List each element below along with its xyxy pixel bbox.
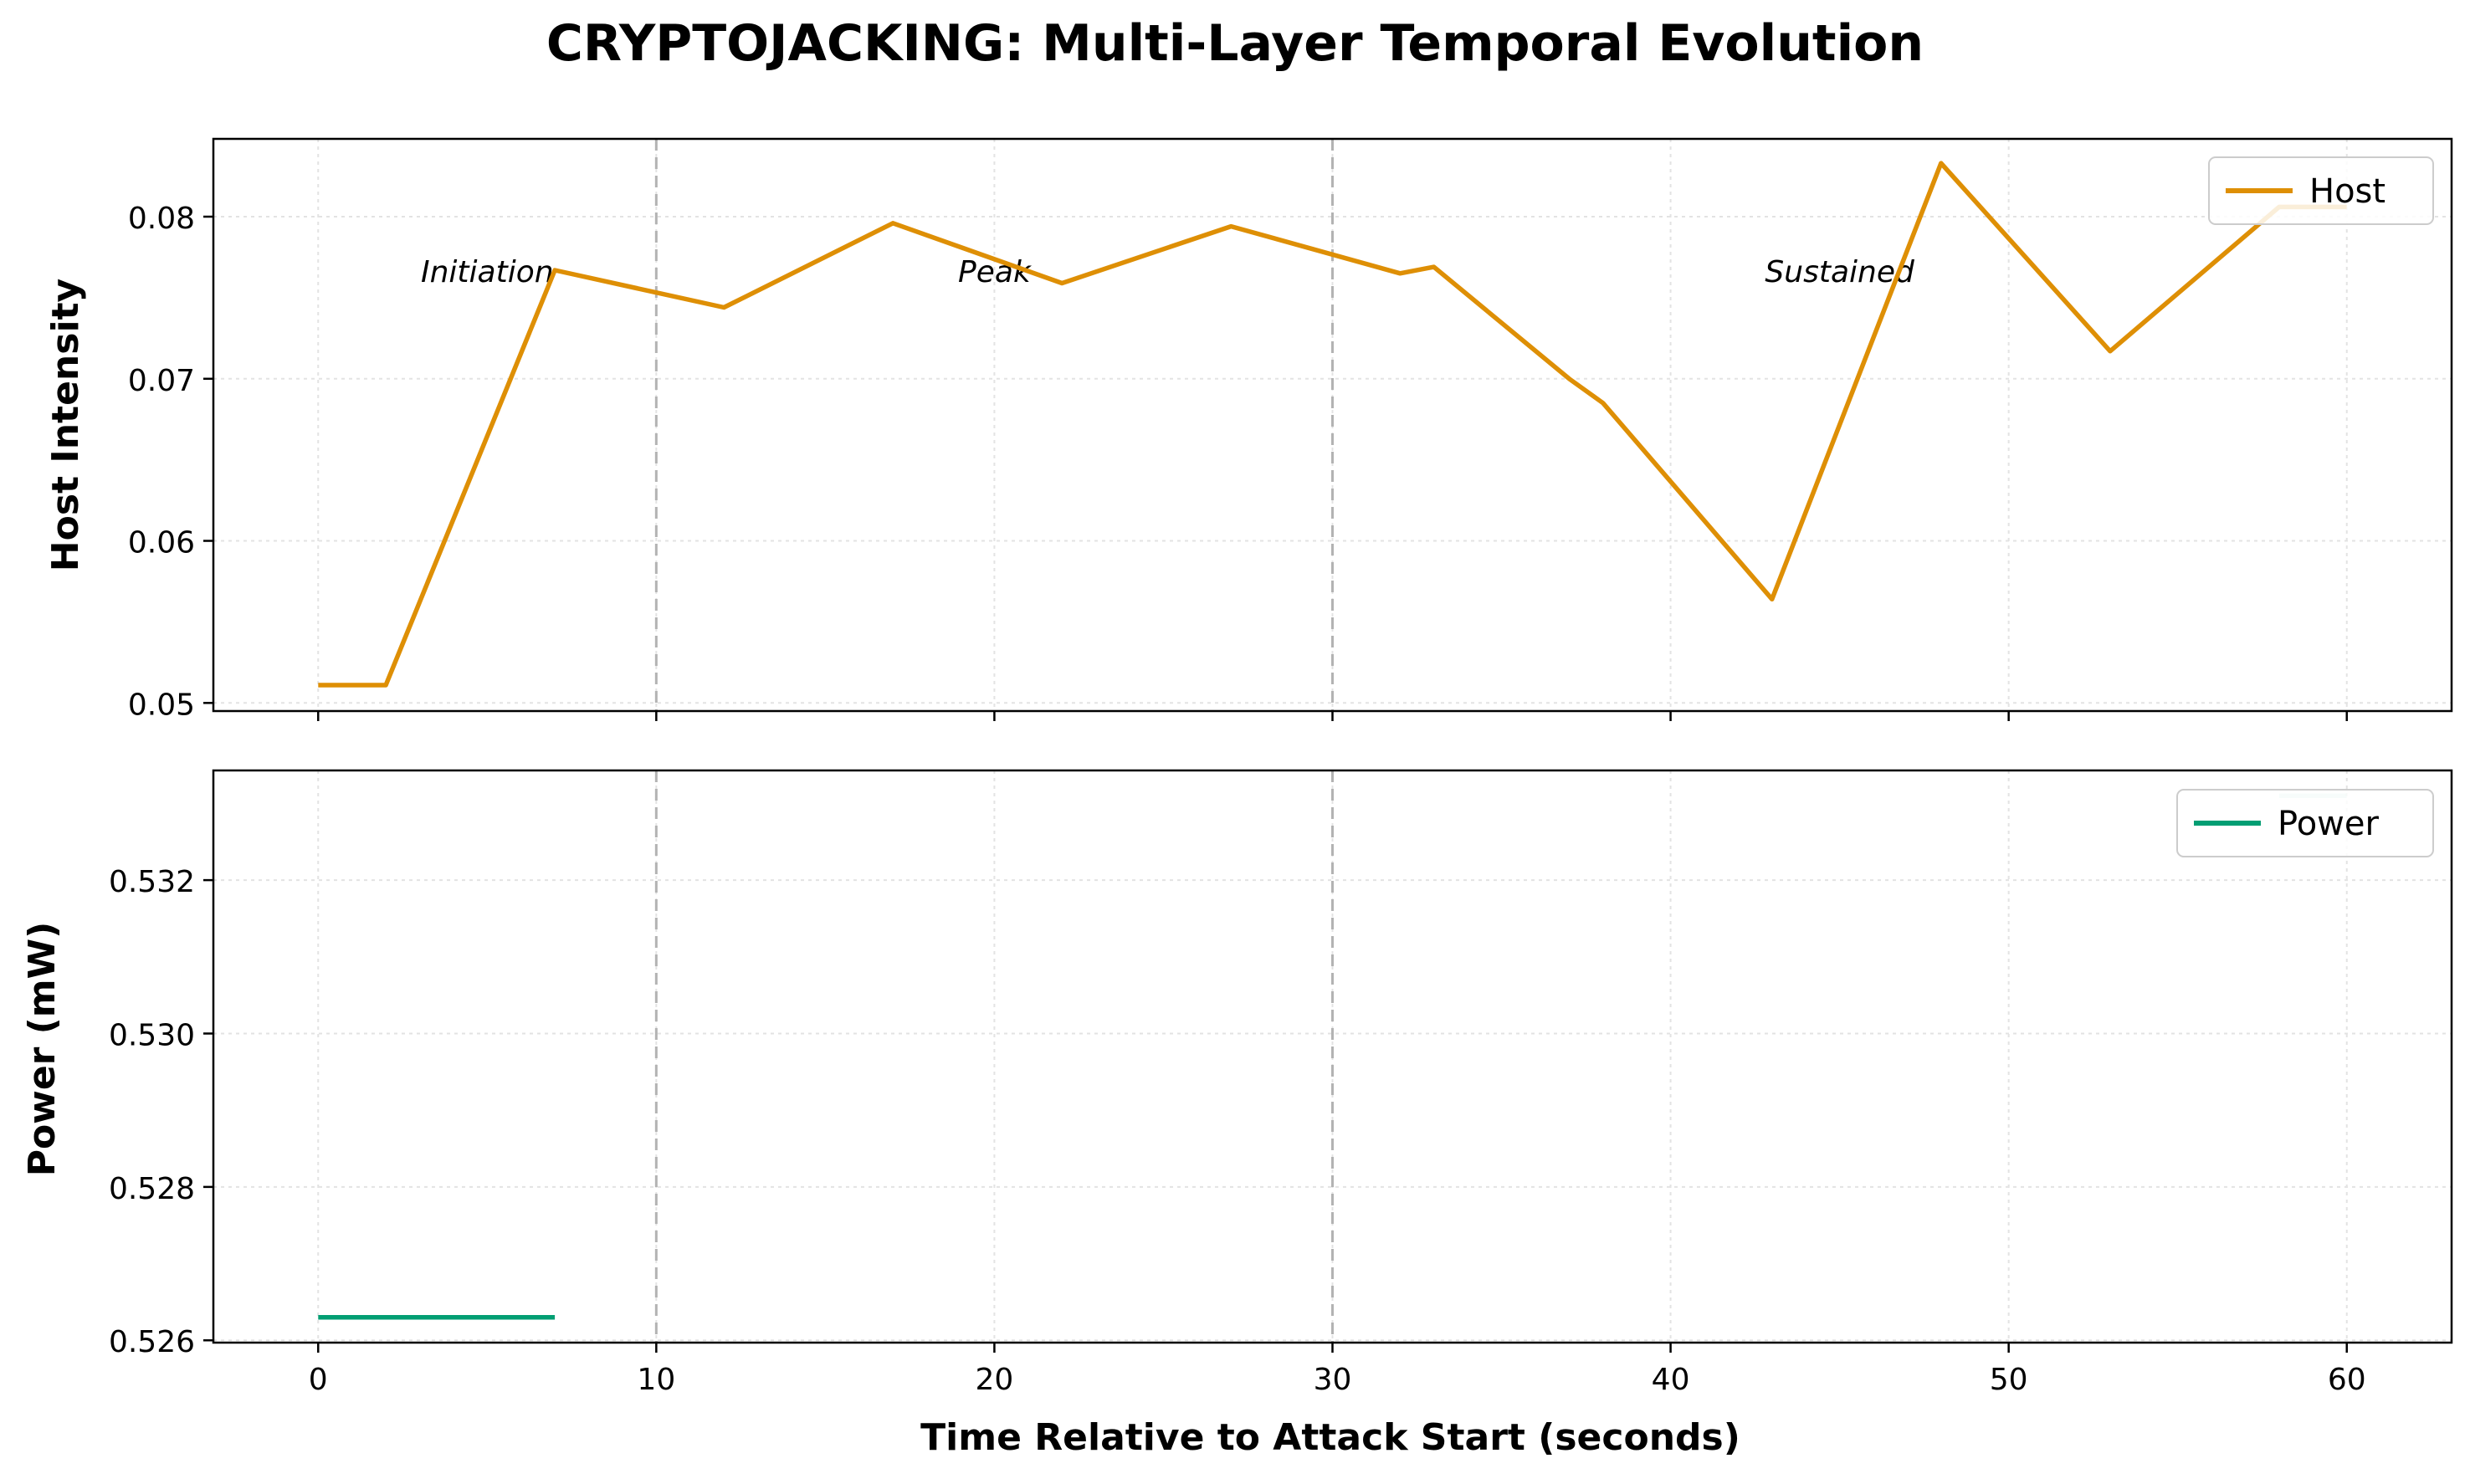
x-tick-label: 30 <box>1314 1363 1352 1397</box>
panel-power: 0.526 0.528 0.530 0.532 0 10 20 30 40 50 60 Power <box>109 769 2453 1397</box>
y-tick-label: 0.528 <box>109 1172 195 1206</box>
x-tick-label: 20 <box>976 1363 1014 1397</box>
axes-frame <box>212 137 2453 713</box>
phase-annotation: Sustained <box>1765 255 1915 289</box>
phase-annotation: Initiation <box>421 255 554 289</box>
legend-box <box>2176 789 2434 857</box>
y-axis-label-top: Host Intensity <box>44 279 87 571</box>
chart-title: CRYPTOJACKING: Multi-Layer Temporal Evol… <box>546 14 1924 73</box>
x-tick-label: 10 <box>637 1363 675 1397</box>
y-tick-label: 0.06 <box>128 526 195 560</box>
legend-box <box>2208 156 2434 225</box>
y-tick-label: 0.05 <box>128 688 195 722</box>
x-tick-label: 40 <box>1652 1363 1690 1397</box>
y-tick-label: 0.530 <box>109 1018 195 1052</box>
x-tick-label: 50 <box>1990 1363 2028 1397</box>
x-axis-label: Time Relative to Attack Start (seconds) <box>920 1416 1740 1459</box>
axes-frame <box>212 769 2453 1344</box>
host-series-line <box>318 161 2347 688</box>
y-tick-label: 0.532 <box>109 865 195 899</box>
y-tick-label: 0.526 <box>109 1325 195 1359</box>
y-tick-label: 0.07 <box>128 364 195 398</box>
y-axis-label-bottom: Power (mW) <box>21 922 64 1177</box>
legend-label: Host <box>2309 172 2385 211</box>
x-tick-label: 60 <box>2328 1363 2366 1397</box>
legend-label: Power <box>2278 805 2379 843</box>
y-tick-label: 0.08 <box>128 202 195 236</box>
x-tick-label: 0 <box>309 1363 328 1397</box>
